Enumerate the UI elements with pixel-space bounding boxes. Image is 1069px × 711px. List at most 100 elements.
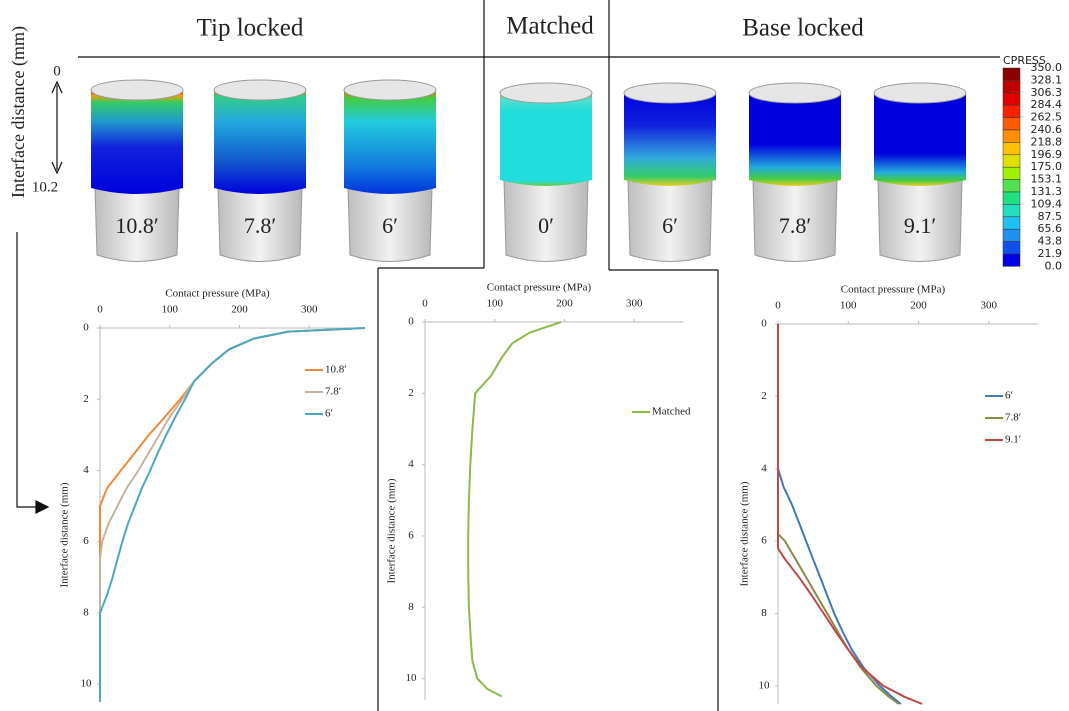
colorbar-swatch (1003, 130, 1020, 142)
x-tick-label: 300 (626, 298, 643, 310)
colorbar-label: 87.5 (1038, 210, 1063, 223)
cylinder-cap (91, 80, 183, 100)
colorbar-label: 65.6 (1038, 222, 1063, 235)
cylinder-sleeve (749, 93, 841, 186)
cylinder-sleeve (874, 93, 966, 186)
y-tick-label: 6 (761, 535, 767, 547)
cylinder-label: 6′ (662, 213, 678, 238)
legend-label: 6′ (325, 408, 333, 420)
colorbar-label: 109.4 (1031, 197, 1063, 210)
cylinders (91, 80, 966, 262)
x-axis-label: Contact pressure (MPa) (841, 284, 946, 296)
colorbar-label: 0.0 (1045, 259, 1063, 272)
colorbar-swatch (1003, 229, 1020, 241)
depth-bottom: 10.2 (32, 179, 58, 195)
y-tick-label: 8 (408, 601, 414, 613)
cylinder-cap (749, 83, 841, 103)
x-tick-label: 300 (981, 300, 998, 312)
colorbar-swatch (1003, 180, 1020, 192)
x-tick-label: 100 (161, 304, 178, 316)
legend-label: 10.8′ (325, 364, 347, 376)
y-axis-label: Interface distance (mm) (739, 481, 751, 586)
colorbar-label: 196.9 (1031, 148, 1063, 161)
colorbar-label: 175.0 (1031, 160, 1063, 173)
cylinder-label: 10.8′ (115, 213, 158, 238)
y-tick-label: 4 (761, 462, 767, 474)
cylinder-label: 6′ (382, 213, 398, 238)
figure: Tip locked Matched Base locked Interface… (0, 0, 1069, 711)
colorbar-swatch (1003, 68, 1020, 80)
y-tick-label: 4 (83, 464, 89, 476)
colorbar-label: 21.9 (1038, 247, 1063, 260)
legend-label: 7.8′ (325, 386, 341, 398)
cylinder-cap (500, 83, 592, 103)
colorbar-swatch (1003, 204, 1020, 216)
colorbar-swatch (1003, 118, 1020, 130)
colorbar-swatch (1003, 142, 1020, 154)
colorbar-swatch (1003, 254, 1020, 266)
colorbar-label: 262.5 (1031, 111, 1063, 124)
y-tick-label: 2 (83, 393, 89, 405)
legend-label: Matched (652, 406, 691, 418)
x-tick-label: 100 (840, 300, 857, 312)
colorbar-swatch (1003, 80, 1020, 92)
y-tick-label: 0 (408, 316, 414, 328)
cylinder-cap (624, 83, 716, 103)
y-tick-label: 2 (408, 387, 414, 399)
group-header: Matched (506, 13, 594, 40)
colorbar-label: 218.8 (1031, 135, 1063, 148)
colorbar-label: 328.1 (1031, 73, 1063, 86)
y-tick-label: 8 (83, 606, 89, 618)
y-tick-label: 8 (761, 607, 767, 619)
x-tick-label: 300 (301, 304, 318, 316)
colorbar-label: 284.4 (1031, 98, 1063, 111)
cylinder-label: 7.8′ (244, 213, 276, 238)
y-tick-label: 6 (83, 535, 89, 547)
series-line (468, 322, 561, 696)
depth-top: 0 (53, 63, 61, 79)
y-tick-label: 2 (761, 390, 767, 402)
x-tick-label: 0 (97, 304, 103, 316)
series-line (778, 324, 901, 704)
colorbar-swatch (1003, 217, 1020, 229)
y-tick-label: 0 (83, 322, 89, 334)
x-tick-label: 0 (422, 298, 428, 310)
legend-label: 9.1′ (1005, 434, 1021, 446)
colorbar-label: 153.1 (1031, 173, 1063, 186)
series-line (100, 328, 365, 702)
y-axis-label: Interface distance (mm) (59, 482, 71, 587)
series-line (100, 328, 365, 702)
y-tick-label: 0 (761, 318, 767, 330)
x-tick-label: 200 (231, 304, 248, 316)
x-tick-label: 200 (910, 300, 927, 312)
colorbar-swatch (1003, 192, 1020, 204)
cylinder-sleeve (344, 90, 436, 194)
axis-label: Interface distance (mm) (8, 26, 29, 198)
legend-label: 6′ (1005, 390, 1013, 402)
x-tick-label: 0 (775, 300, 781, 312)
y-tick-label: 10 (759, 679, 771, 691)
colorbar-swatch (1003, 167, 1020, 179)
group-header: Tip locked (197, 15, 304, 42)
y-tick-label: 6 (408, 529, 414, 541)
cylinder-sleeve (624, 93, 716, 186)
y-tick-label: 10 (81, 678, 93, 690)
x-axis-label: Contact pressure (MPa) (487, 282, 592, 294)
x-axis-label: Contact pressure (MPa) (165, 288, 270, 300)
y-tick-label: 10 (406, 672, 418, 684)
cylinder-sleeve (500, 93, 592, 186)
cylinder-cap (214, 80, 306, 100)
y-tick-label: 4 (408, 458, 414, 470)
cylinder-cap (344, 80, 436, 100)
cylinder-label: 7.8′ (779, 213, 811, 238)
cylinder-sleeve (91, 90, 183, 194)
series-line (100, 328, 365, 702)
cylinder-sleeve (214, 90, 306, 194)
x-tick-label: 200 (556, 298, 573, 310)
colorbar-label: 350.0 (1031, 61, 1063, 74)
colorbar-label: 43.8 (1038, 235, 1063, 248)
cylinder-cap (874, 83, 966, 103)
colorbar-swatch (1003, 242, 1020, 254)
legend-label: 7.8′ (1005, 412, 1021, 424)
cylinder-label: 0′ (538, 213, 554, 238)
